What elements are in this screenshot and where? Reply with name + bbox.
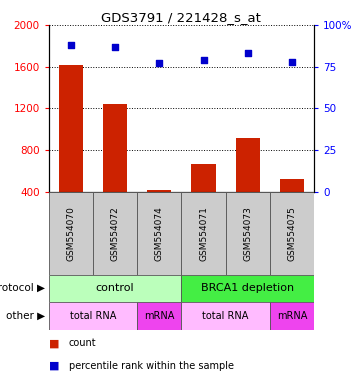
Text: BRCA1 depletion: BRCA1 depletion xyxy=(201,283,294,293)
Bar xyxy=(191,164,216,234)
Text: ■: ■ xyxy=(49,361,59,371)
Bar xyxy=(137,302,182,330)
Point xyxy=(156,60,162,66)
Text: other ▶: other ▶ xyxy=(6,311,45,321)
Bar xyxy=(270,302,314,330)
Title: GDS3791 / 221428_s_at: GDS3791 / 221428_s_at xyxy=(101,11,261,24)
Text: mRNA: mRNA xyxy=(277,311,307,321)
Text: total RNA: total RNA xyxy=(203,311,249,321)
Text: ■: ■ xyxy=(49,338,59,348)
Text: GSM554070: GSM554070 xyxy=(66,206,75,261)
Bar xyxy=(270,192,314,275)
Text: total RNA: total RNA xyxy=(70,311,116,321)
Text: protocol ▶: protocol ▶ xyxy=(0,283,45,293)
Bar xyxy=(59,65,83,234)
Point xyxy=(201,57,206,63)
Point xyxy=(245,50,251,56)
Bar xyxy=(49,302,137,330)
Bar xyxy=(103,104,127,234)
Text: percentile rank within the sample: percentile rank within the sample xyxy=(69,361,234,371)
Bar xyxy=(236,138,260,234)
Point xyxy=(68,42,74,48)
Text: mRNA: mRNA xyxy=(144,311,174,321)
Text: GSM554075: GSM554075 xyxy=(287,206,296,261)
Point xyxy=(112,44,118,50)
Bar xyxy=(49,192,93,275)
Bar xyxy=(181,302,270,330)
Text: GSM554071: GSM554071 xyxy=(199,206,208,261)
Bar xyxy=(93,192,137,275)
Text: GSM554072: GSM554072 xyxy=(110,206,119,261)
Bar xyxy=(181,275,314,302)
Bar xyxy=(226,192,270,275)
Text: GSM554073: GSM554073 xyxy=(243,206,252,261)
Text: control: control xyxy=(96,283,134,293)
Bar xyxy=(137,192,182,275)
Text: count: count xyxy=(69,338,96,348)
Bar xyxy=(49,275,181,302)
Bar xyxy=(280,179,304,234)
Bar xyxy=(147,190,171,234)
Point xyxy=(289,59,295,65)
Bar xyxy=(181,192,226,275)
Text: GSM554074: GSM554074 xyxy=(155,206,164,261)
